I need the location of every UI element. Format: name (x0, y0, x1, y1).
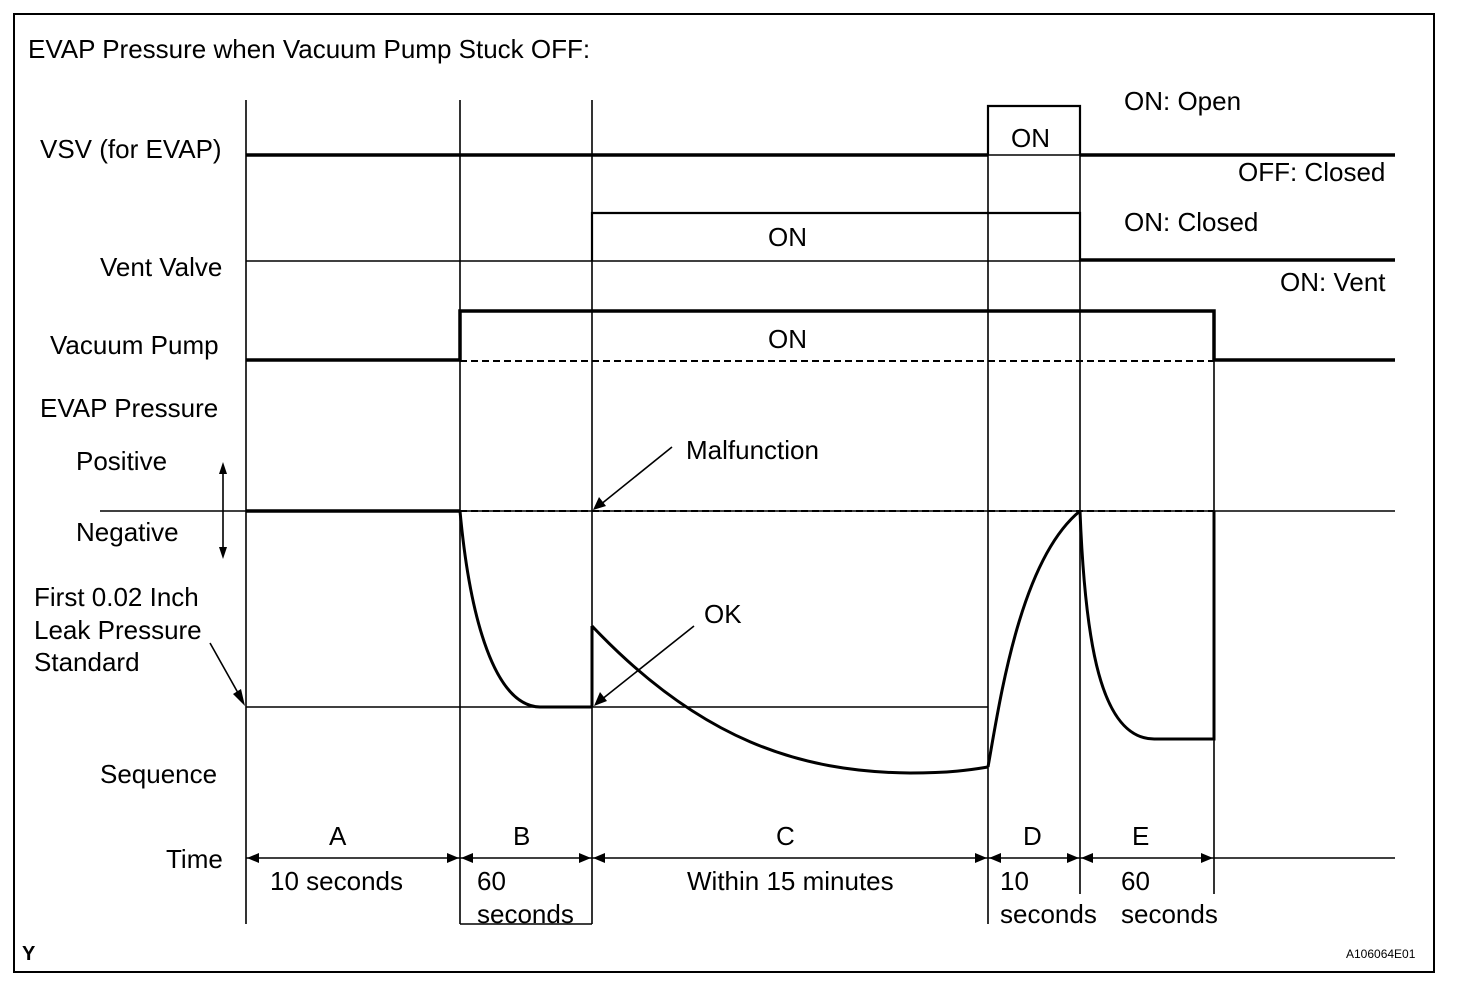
label-positive: Positive (76, 446, 167, 476)
malfunction-arrow-icon (593, 497, 606, 510)
sequence-letter-c: C (776, 821, 795, 851)
sequence-letter-b: B (513, 821, 530, 851)
ok-callout-line (600, 625, 695, 701)
label-vsv: VSV (for EVAP) (40, 134, 222, 164)
time-axis (246, 853, 1395, 925)
vsv-on-pulse (986, 104, 1082, 155)
time-arrow-d-left-icon (989, 853, 1001, 863)
pressure-segment-c-curve (590, 624, 989, 775)
sequence-letter-a: A (329, 821, 347, 851)
diagram-title: EVAP Pressure when Vacuum Pump Stuck OFF… (28, 34, 590, 64)
time-arrow-d-right-icon (1067, 853, 1079, 863)
ok-label: OK (704, 599, 742, 629)
pressure-arrow-down-icon (219, 547, 227, 559)
sequence-letter-d: D (1023, 821, 1042, 851)
time-arrow-c-right-icon (975, 853, 987, 863)
vsv-trace (246, 104, 1395, 157)
duration-d-line2: seconds (1000, 899, 1097, 929)
duration-a: 10 seconds (270, 866, 403, 896)
duration-e-line1: 60 (1121, 866, 1150, 896)
label-negative: Negative (76, 517, 179, 547)
time-arrow-c-left-icon (593, 853, 605, 863)
label-time: Time (166, 844, 223, 874)
vacuum-pump-trace (246, 309, 1395, 362)
time-arrow-e-right-icon (1201, 853, 1213, 863)
time-arrow-a-left-icon (247, 853, 259, 863)
pressure-segment-e-curve (1078, 510, 1216, 741)
vent-valve-on-pulse (590, 211, 1082, 261)
vent-valve-on-label: ON (768, 222, 807, 252)
vent-on-closed-label: ON: Closed (1124, 207, 1258, 237)
duration-d-line1: 10 (1000, 866, 1029, 896)
label-leak-line2: Leak Pressure (34, 615, 202, 645)
label-vent-valve: Vent Valve (100, 252, 222, 282)
pressure-arrow-up-icon (219, 462, 227, 474)
vent-on-vent-label: ON: Vent (1280, 267, 1386, 297)
vacuum-pump-on-label: ON (768, 324, 807, 354)
time-arrow-b-left-icon (461, 853, 473, 863)
time-arrow-a-right-icon (447, 853, 459, 863)
pressure-segment-b-curve (458, 510, 592, 709)
label-leak-line3: Standard (34, 647, 140, 677)
time-arrow-b-right-icon (579, 853, 591, 863)
duration-b-line2: seconds (477, 899, 574, 929)
pressure-segment-d-curve (986, 509, 1081, 768)
ok-arrow-icon (594, 692, 607, 706)
duration-b-line1: 60 (477, 866, 506, 896)
duration-c: Within 15 minutes (687, 866, 894, 896)
duration-e-line2: seconds (1121, 899, 1218, 929)
leak-standard-arrow-icon (233, 689, 245, 706)
vsv-off-closed-label: OFF: Closed (1238, 157, 1385, 187)
diagram-frame (13, 13, 1435, 973)
malfunction-label: Malfunction (686, 435, 819, 465)
figure-id: A106064E01 (1346, 947, 1416, 961)
label-sequence: Sequence (100, 759, 217, 789)
vent-valve-trace (246, 211, 1395, 262)
leak-standard-pointer (209, 642, 243, 701)
vsv-on-open-label: ON: Open (1124, 86, 1241, 116)
corner-mark: Y (22, 943, 36, 965)
vacuum-pump-on-pulse (458, 309, 1216, 360)
vsv-on-label: ON (1011, 123, 1050, 153)
evap-pressure-trace (246, 509, 1216, 775)
time-arrow-e-left-icon (1081, 853, 1093, 863)
sequence-letter-e: E (1132, 821, 1149, 851)
label-vacuum-pump: Vacuum Pump (50, 330, 219, 360)
label-evap-pressure: EVAP Pressure (40, 393, 218, 423)
label-leak-line1: First 0.02 Inch (34, 582, 199, 612)
malfunction-callout-line (599, 446, 673, 506)
